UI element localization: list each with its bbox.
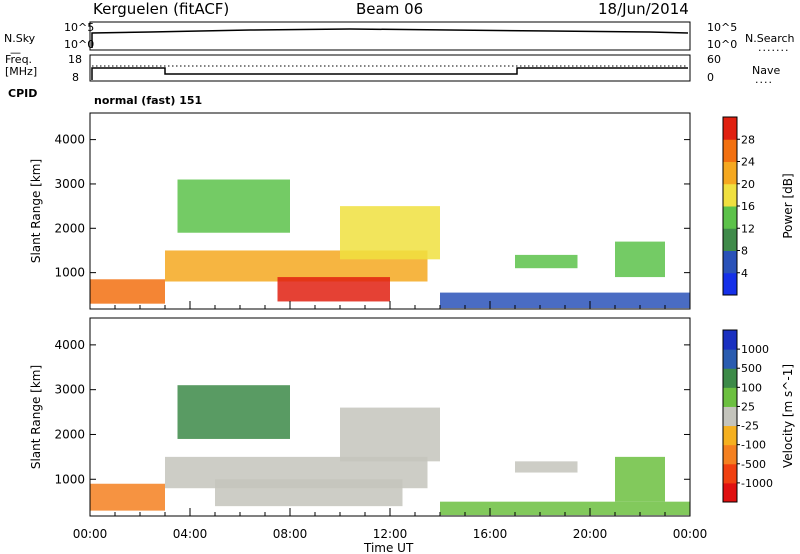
x-axis-label: Time UT [363, 541, 414, 554]
x-tick-label: 00:00 [673, 527, 708, 541]
echo-region-0 [90, 279, 165, 304]
velocity-colorbar: 1000 500 100 25 -25 -100 -500 -1000 Velocity [m … [722, 329, 795, 503]
echo-region-6 [615, 241, 665, 278]
noise-right-tick-top: 10^5 [707, 21, 737, 34]
echo-region-3 [177, 385, 290, 439]
colorbar-swatch [723, 206, 737, 229]
y-tick-label: 4000 [54, 338, 85, 352]
colorbar-tick-label: 100 [741, 381, 762, 394]
cpid-text: normal (fast) 151 [94, 94, 203, 107]
colorbar-tick-label: 25 [741, 400, 755, 413]
colorbar-tick-label: -100 [741, 439, 766, 452]
freq-right-tick-bottom: 0 [707, 71, 714, 84]
colorbar-tick-label: 16 [741, 200, 755, 213]
nsearch-line: ....... [758, 41, 790, 54]
echo-region-5 [515, 461, 578, 473]
y-tick-label: 1000 [54, 472, 85, 486]
colorbar-swatch [723, 444, 737, 465]
colorbar-tick-label: 28 [741, 133, 755, 146]
colorbar-swatch [723, 272, 737, 296]
colorbar-tick-label: -500 [741, 458, 766, 471]
x-tick-label: 00:00 [73, 527, 108, 541]
freq-right-tick-top: 60 [707, 53, 721, 66]
noise-left-tick-top: 10^5 [64, 21, 94, 34]
nsearch-label: N.Search [745, 32, 795, 45]
colorbar-swatch [723, 425, 737, 446]
cpid-label: CPID [8, 87, 38, 100]
colorbar-swatch [723, 330, 737, 350]
colorbar-tick-label: 8 [741, 245, 748, 258]
noise-right-tick-bottom: 10^0 [707, 38, 737, 51]
colorbar-swatch [723, 183, 737, 207]
date-title: 18/Jun/2014 [598, 0, 689, 18]
colorbar-swatch [723, 139, 737, 162]
echo-region-4 [340, 407, 440, 462]
noise-panel-frame [89, 21, 691, 51]
echo-region-5 [515, 254, 578, 269]
y-axis-label: Slant Range [km] [29, 365, 43, 469]
colorbar-tick-label: 500 [741, 362, 762, 375]
colorbar-swatch [723, 250, 737, 274]
x-tick-label: 12:00 [373, 527, 408, 541]
echo-region-7 [440, 501, 690, 516]
echo-region-3 [177, 179, 290, 233]
freq-panel-frame [89, 54, 691, 82]
colorbar-swatch [723, 463, 737, 484]
noise-left-tick-bottom: 10^0 [64, 38, 94, 51]
power-panel: 1000 2000 3000 4000 Slant Range [km] [29, 112, 691, 310]
x-tick-label: 16:00 [473, 527, 508, 541]
echo-region-6 [615, 456, 665, 502]
noise-line [91, 28, 689, 48]
colorbar-frame [722, 329, 738, 503]
echo-region-0 [90, 483, 165, 511]
freq-left-tick-top: 18 [68, 53, 82, 66]
colorbar-swatch [723, 349, 737, 369]
freq-line [91, 67, 688, 80]
echo-region-2 [215, 479, 403, 507]
y-tick-label: 3000 [54, 383, 85, 397]
colorbar-swatch [723, 161, 737, 185]
nsky-label: N.Sky [4, 32, 36, 45]
colorbar-tick-label: 24 [741, 156, 755, 169]
colorbar-label: Velocity [m s^-1] [781, 364, 795, 468]
echo-region-7 [440, 292, 690, 309]
colorbar-swatch [723, 368, 737, 388]
colorbar-tick-label: 4 [741, 267, 748, 280]
beam-title: Beam 06 [356, 0, 424, 18]
x-tick-label: 20:00 [573, 527, 608, 541]
colorbar-swatch [723, 117, 737, 140]
freq-label-2: [MHz] [5, 65, 38, 78]
echo-region-4 [340, 206, 440, 260]
colorbar-swatch [723, 387, 737, 407]
colorbar-tick-label: 1000 [741, 343, 769, 356]
x-tick-label: 08:00 [273, 527, 308, 541]
nave-line: .... [755, 73, 773, 86]
y-tick-label: 3000 [54, 177, 85, 191]
power-colorbar: 28 24 20 16 12 8 4 Power [dB] [722, 116, 795, 296]
freq-left-tick-bottom: 8 [72, 71, 79, 84]
freq-label-1: Freq. [5, 53, 33, 66]
colorbar-swatch [723, 482, 737, 503]
y-tick-label: 2000 [54, 427, 85, 441]
colorbar-swatch [723, 406, 737, 427]
y-tick-label: 1000 [54, 266, 85, 280]
x-axis: 00:00 04:00 08:00 12:00 16:00 20:00 00:00 [73, 527, 708, 541]
colorbar-tick-label: -25 [741, 420, 759, 433]
nsky-line: — [10, 46, 21, 59]
station-title: Kerguelen (fitACF) [93, 0, 230, 18]
colorbar-tick-label: 12 [741, 222, 755, 235]
velocity-panel: 1000 2000 3000 4000 Slant Range [km] [29, 317, 691, 517]
y-axis-label: Slant Range [km] [29, 159, 43, 263]
y-tick-label: 4000 [54, 133, 85, 147]
y-tick-label: 2000 [54, 221, 85, 235]
nave-label: Nave [752, 64, 781, 77]
colorbar-tick-label: -1000 [741, 477, 773, 490]
colorbar-label: Power [dB] [781, 173, 795, 238]
x-tick-label: 04:00 [173, 527, 208, 541]
colorbar-tick-label: 20 [741, 178, 755, 191]
echo-region-2 [277, 277, 390, 302]
colorbar-swatch [723, 228, 737, 251]
